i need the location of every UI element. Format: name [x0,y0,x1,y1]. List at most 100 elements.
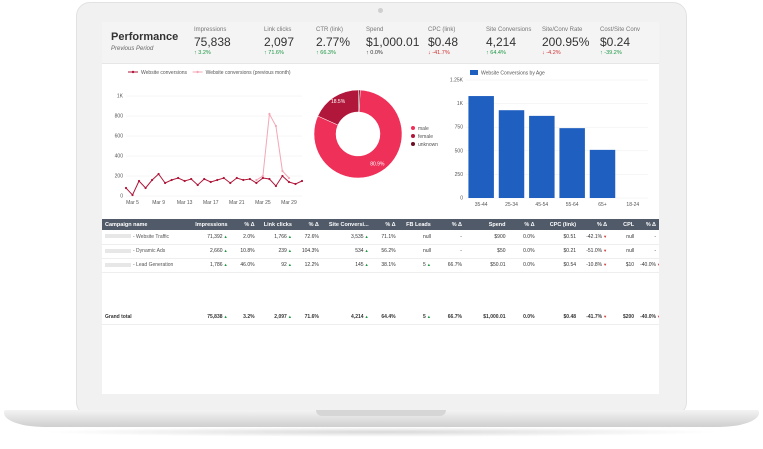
redacted-name [105,262,131,267]
kpi-label: CPC (link) [428,27,456,33]
series-line [125,173,303,196]
x-tick-label: Mar 13 [177,200,193,206]
data-point [137,179,141,183]
arrow-down-icon: ▼ [656,262,659,267]
legend-marker [131,70,135,74]
grand-total-row: Grand total 75,838 ▲ 3.2% 2,097 ▲ 71.6% 4,214… [102,310,659,325]
table-header-cell[interactable]: FB Leads [406,221,431,228]
table-cell: - [433,244,465,259]
table-cell: 2,660 ▲ [187,244,231,259]
table-header-cell[interactable]: CPC (link) [549,221,577,228]
table-cell: $1,000.01 [464,310,509,325]
data-point [281,174,284,178]
table-header-cell[interactable]: % Δ [244,221,255,228]
table-cell: 145 ▲ [321,258,372,273]
arrow-down-icon: ▼ [602,313,608,319]
kpi-label: Impressions [194,27,227,33]
table-header-cell[interactable]: CPL [623,221,635,228]
kpi-value: $0.48 [428,35,459,49]
table-cell: - [433,230,465,245]
table-cell: $0.51 [537,230,580,245]
table-cell: $50 [464,244,509,259]
spacer-cell [102,272,659,310]
kpi-value: 4,214 [486,35,517,49]
data-point [131,193,134,197]
bar-chart: 0 250 500 750 1K 1.25K Website Conversions by … [450,70,648,208]
x-tick-label: Mar 17 [203,200,219,206]
line-chart: 0 200 400 600 800 1K Mar 5 Mar 9 Mar 13 Mar 17 Mar… [115,70,304,206]
y-tick-label: 1.25K [450,78,464,84]
table-header-cell[interactable]: % Δ [524,221,535,228]
data-point [287,176,291,180]
arrow-up-icon: ▲ [222,313,228,319]
kpi-card: CTR (link) 2.77% ↑ 66.3% [316,27,350,56]
table-cell: 0.0% [508,244,538,259]
laptop-base [4,410,759,427]
table-cell: -40.0% ▼ [637,258,659,273]
data-point [222,176,225,180]
table-header-cell[interactable]: % Δ [645,221,656,228]
table-spacer [102,272,659,310]
data-point [242,178,245,182]
table-cell: 71.6% [294,310,322,325]
legend-swatch [470,70,478,75]
data-point [268,112,271,116]
data-point [274,124,278,128]
bar [498,110,525,198]
kpi-card: Spend $1,000.01 ↑ 0.0% [366,27,419,56]
data-point [144,186,147,190]
arrow-down-icon: ▼ [602,248,608,253]
table-cell: $10 [610,258,638,273]
table-header-cell[interactable]: % Δ [308,221,319,228]
campaign-name-cell: - Dynamic Ads [102,244,188,259]
data-point [150,178,154,182]
table-header-cell[interactable]: % Δ [385,221,396,228]
arrow-up-icon: ▲ [286,313,292,319]
table-cell: null [610,244,638,259]
table-header-cell[interactable]: Impressions [195,221,228,228]
arrow-up-icon: ▲ [363,262,369,267]
arrow-up-icon: ▲ [363,248,369,253]
data-point [209,180,212,184]
table-cell: 38.1% [371,258,399,273]
y-tick-label: 200 [115,174,124,180]
table-cell: 46.0% [230,258,258,273]
pie-slice [313,89,403,179]
table-header-cell[interactable]: % Δ [596,221,608,228]
x-tick-label: 25-34 [505,202,518,208]
table-cell: 71.1% [371,230,399,245]
table-header-cell[interactable]: Site Conversi... [328,221,369,228]
legend-marker [411,134,415,138]
table-header-cell[interactable]: % Δ [451,221,462,228]
kpi-header: Performance Previous Period Impressions 7… [102,22,659,64]
legend-marker [411,126,415,130]
data-point [157,172,160,176]
y-tick-label: 0 [120,194,123,200]
arrow-up-icon: ▲ [363,313,369,319]
arrow-up-icon: ▲ [425,262,431,267]
data-point [229,181,232,185]
data-point [183,179,186,183]
data-point [287,180,291,184]
table-header-cell[interactable]: Campaign name [105,221,148,228]
laptop-shadow [40,427,723,437]
x-tick-label: 65+ [598,202,607,208]
table-cell: $200 [610,310,638,325]
table-cell: 2,097 ▲ [257,310,295,325]
kpi-label: Spend [366,27,384,33]
table-header-cell[interactable]: Spend [488,221,506,228]
table-cell: 12.2% [294,258,322,273]
kpi-delta: ↑ 66.3% [316,50,336,56]
table-cell: 66.7% [433,310,465,325]
campaign-name: - Lead Generation [133,262,174,268]
campaign-name-cell: - Website Traffic [102,230,188,245]
legend-label: Website conversions (previous month) [206,70,291,76]
table-header-cell[interactable]: Link clicks [263,221,292,228]
data-point [261,174,264,178]
y-tick-label: 1K [457,101,464,107]
kpi-label: Site Conversions [486,27,532,33]
arrow-down-icon: ▼ [602,262,608,267]
y-tick-label: 600 [115,134,124,140]
table-cell: 0.0% [508,258,538,273]
kpi-value: $1,000.01 [366,35,420,49]
